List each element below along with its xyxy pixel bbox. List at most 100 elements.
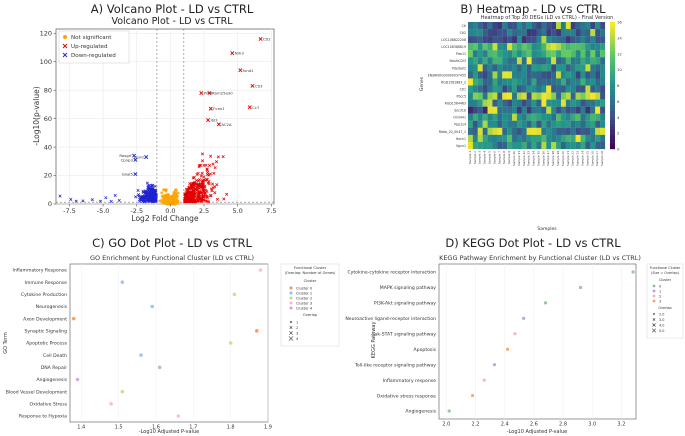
volcano-point-down-outlier-2 — [81, 199, 85, 203]
kegg-point-6 — [492, 363, 497, 367]
heatmap-cell-16-2 — [477, 134, 483, 143]
heatmap-cell-1-16 — [546, 29, 552, 37]
volcano-point-ns-244 — [169, 196, 173, 200]
volcano-point-up-152 — [213, 166, 217, 170]
heatmap-cell-10-24 — [585, 92, 591, 100]
heatmap-cell-8-17 — [551, 78, 557, 86]
heatmap-cell-12-15 — [541, 106, 547, 114]
heatmap-cell-13-4 — [487, 113, 493, 121]
heatmap-cell-12-27 — [600, 106, 606, 114]
heatmap-cell-14-23 — [580, 120, 586, 128]
heatmap-cell-8-2 — [477, 78, 483, 86]
heatmap-colorbar-segment-26 — [610, 104, 615, 108]
heatmap-column-label-24: Sample 25 — [585, 151, 589, 166]
heatmap-cell-15-23 — [580, 127, 586, 135]
kegg-point-7 — [482, 378, 486, 382]
volcano-point-up-245-stroke-b — [208, 163, 212, 168]
heatmap-cell-13-1 — [472, 113, 478, 121]
volcano-point-up-306-stroke-b — [201, 194, 205, 198]
heatmap-column-label-12: Sample 13 — [527, 151, 531, 166]
heatmap-cell-7-16 — [546, 71, 552, 79]
heatmap-colorbar-tick-8: 0 — [617, 147, 620, 152]
go-category-label-7: Cell Death — [43, 353, 67, 359]
volcano-point-up-320 — [199, 197, 203, 201]
heatmap-cell-12-10 — [516, 106, 522, 114]
go-legend-overlap-marker-3 — [288, 336, 294, 341]
kegg-legend-overlap-label-3: 5.0 — [659, 329, 664, 333]
heatmap-cell-17-26 — [595, 141, 601, 150]
heatmap-cell-8-21 — [570, 78, 576, 86]
heatmap-cell-15-19 — [560, 127, 566, 135]
volcano-point-down-outlier-6-stroke-b — [109, 199, 113, 203]
volcano-point-up-89 — [213, 191, 217, 195]
heatmap-cell-3-10 — [516, 43, 522, 51]
heatmap-cell-17-27 — [600, 141, 606, 150]
heatmap-cell-0-22 — [575, 22, 581, 30]
heatmap-cell-7-26 — [595, 71, 601, 79]
volcano-point-up-124 — [199, 174, 203, 178]
heatmap-cell-7-12 — [526, 71, 532, 79]
heatmap-cell-8-18 — [556, 78, 562, 86]
heatmap-cell-3-11 — [521, 43, 527, 51]
go-x-tick-label-5: 1.9 — [264, 425, 272, 431]
heatmap-cell-5-12 — [526, 57, 532, 65]
kegg-legend-cluster-header: Cluster — [659, 278, 672, 282]
volcano-point-label-6: Cc7 — [252, 105, 260, 110]
volcano-point-up-332 — [205, 189, 209, 194]
heatmap-row-label-16: Hacn1 — [456, 137, 466, 141]
heatmap-cell-17-8 — [507, 141, 513, 150]
heatmap-row-label-7: ENSRNOG00000037455 — [428, 73, 466, 77]
heatmap-column-label-0: Sample 1 — [468, 151, 472, 164]
heatmap-cell-15-16 — [546, 127, 552, 135]
volcano-legend-marker-1-stroke-b — [62, 43, 68, 49]
kegg-legend-cluster-label-0: 0 — [659, 284, 661, 288]
go-legend-overlap-marker-2 — [289, 331, 293, 335]
volcano-labeled-point-8-stroke-b — [206, 118, 211, 123]
volcano-point-down-outlier-0-stroke-b — [58, 194, 62, 198]
heatmap-cell-16-9 — [512, 134, 518, 143]
heatmap-cell-16-24 — [585, 134, 591, 143]
heatmap-cell-2-15 — [541, 36, 547, 44]
heatmap-cell-10-12 — [526, 92, 532, 100]
volcano-legend-marker-1 — [62, 43, 68, 49]
volcano-point-up-118-stroke-b — [200, 152, 204, 156]
volcano-point-up-239-stroke-b — [202, 178, 206, 182]
volcano-point-down-212-stroke-b — [146, 199, 150, 203]
go-legend-cluster-marker-2 — [289, 296, 293, 300]
heatmap-row-label-17: Vgcn1 — [456, 144, 466, 148]
heatmap-cell-9-13 — [531, 85, 537, 93]
heatmap-cell-16-27 — [600, 134, 606, 143]
heatmap-cell-13-5 — [492, 113, 498, 121]
heatmap-cell-2-6 — [497, 36, 503, 44]
heatmap-colorbar-segment-9 — [610, 50, 615, 54]
heatmap-cell-4-2 — [477, 50, 483, 58]
volcano-point-down-229-stroke-b — [147, 191, 151, 195]
kegg-legend-overlap-marker-3-stroke-b — [651, 328, 657, 333]
heatmap-cell-11-1 — [472, 99, 478, 107]
volcano-point-up-251-stroke-b — [207, 180, 211, 184]
heatmap-colorbar-segment-13 — [610, 63, 615, 67]
volcano-point-up-279-stroke-b — [198, 184, 202, 188]
heatmap-cell-5-2 — [477, 57, 483, 65]
heatmap-cell-14-6 — [497, 120, 503, 128]
volcano-point-up-129 — [201, 187, 205, 191]
volcano-point-ns-146 — [158, 199, 162, 203]
volcano-point-label-7: Fcan1 — [213, 106, 225, 111]
heatmap-cell-9-8 — [507, 85, 513, 93]
heatmap-cell-5-8 — [507, 57, 513, 65]
volcano-point-down-224-stroke-b — [141, 197, 146, 201]
volcano-point-down-213 — [154, 199, 158, 203]
heatmap-cell-13-21 — [570, 113, 576, 121]
heatmap-cell-15-13 — [531, 127, 537, 135]
volcano-labeled-point-11 — [144, 155, 149, 160]
heatmap-cell-6-21 — [570, 64, 576, 72]
volcano-point-up-239 — [202, 178, 206, 182]
volcano-point-down-158 — [152, 193, 156, 197]
heatmap-cell-2-20 — [565, 36, 571, 44]
heatmap-cell-12-5 — [492, 106, 498, 114]
heatmap-cell-4-25 — [590, 50, 596, 58]
heatmap-cell-11-6 — [497, 99, 503, 107]
heatmap-cell-11-15 — [541, 99, 547, 107]
heatmap-cell-14-0 — [468, 120, 473, 128]
heatmap-row-label-4: Pde11 — [456, 52, 466, 56]
